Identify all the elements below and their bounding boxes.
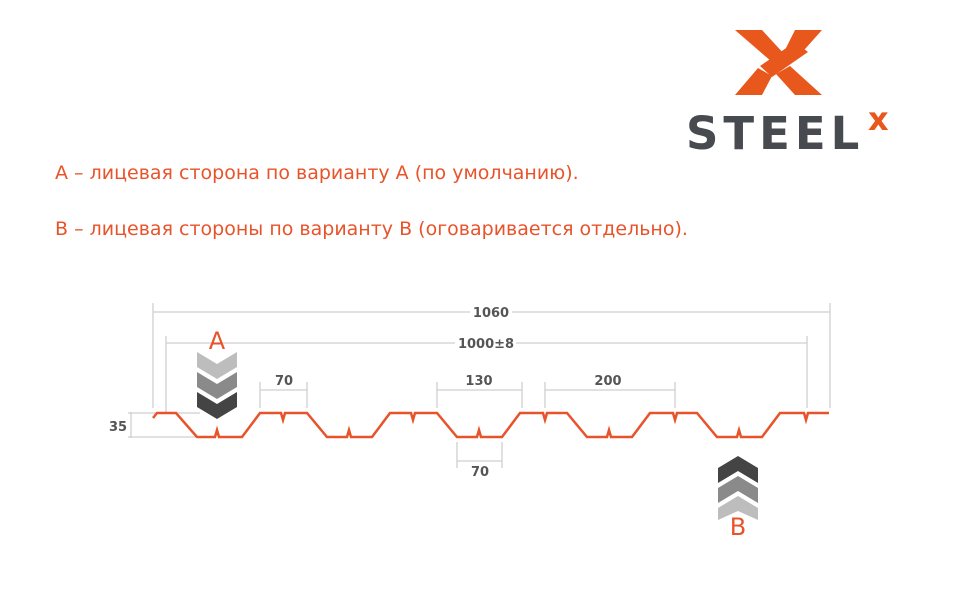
dim-bottom-flat: 70	[471, 465, 489, 480]
side-b-arrows-icon	[718, 456, 758, 520]
dim-total-width: 1060	[473, 306, 509, 321]
note-side-a: А – лицевая сторона по варианту А (по ум…	[55, 162, 579, 184]
dim-top-flat: 70	[275, 374, 293, 389]
side-a-label: A	[209, 327, 226, 355]
logo-x-mark	[735, 30, 822, 95]
sheet-profile	[152, 411, 829, 439]
dim-working-width: 1000±8	[458, 337, 514, 352]
logo-text: STEEL	[686, 107, 864, 160]
dim-height: 35	[109, 420, 127, 435]
side-b-label: B	[730, 513, 746, 541]
note-side-b: В – лицевая стороны по варианту В (огова…	[55, 218, 688, 240]
steelx-logo: STEEL x	[686, 30, 889, 160]
dim-rib-top: 130	[465, 374, 492, 389]
logo-superscript-x: x	[868, 100, 889, 138]
side-a-arrows-icon	[197, 352, 237, 419]
dimension-lines	[128, 303, 831, 468]
dim-pitch: 200	[594, 374, 621, 389]
